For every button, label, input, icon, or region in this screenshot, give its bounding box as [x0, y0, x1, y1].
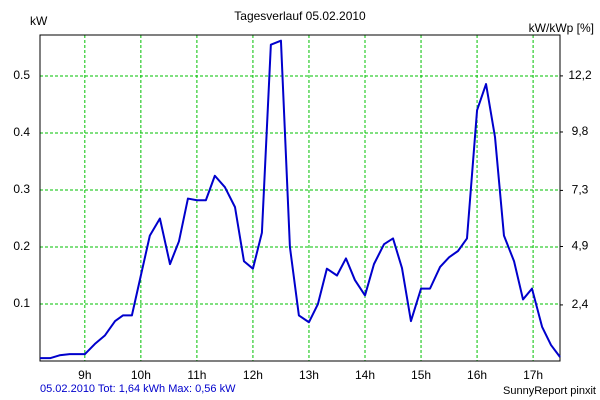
y2-tick-label: 12,2 [568, 68, 592, 82]
x-tick-label: 11h [187, 368, 206, 382]
y2-axis-label: kW/kWp [%] [529, 21, 594, 35]
y2-tick-label: 2,4 [572, 297, 589, 311]
x-tick-label: 16h [467, 368, 487, 382]
y-tick-label: 0.5 [13, 68, 30, 82]
x-tick-label: 12h [243, 368, 263, 382]
footer-credit: SunnyReport pinxit [503, 385, 596, 397]
plot-border [39, 34, 561, 362]
y-tick-label: 0.3 [13, 182, 30, 196]
y-tick-label: 0.1 [13, 296, 30, 310]
x-tick-label: 15h [411, 368, 431, 382]
x-tick-label: 14h [355, 368, 375, 382]
footer-summary: 05.02.2010 Tot: 1,64 kWh Max: 0,56 kW [40, 383, 236, 395]
x-tick-label: 17h [523, 368, 543, 382]
data-line [40, 39, 561, 360]
x-tick-label: 9h [78, 368, 91, 382]
y-tick-label: 0.4 [13, 125, 30, 139]
y2-tick-label: 9,8 [572, 124, 589, 138]
y2-tick-label: 4,9 [572, 239, 589, 253]
x-tick-label: 10h [131, 368, 151, 382]
x-tick-label: 13h [299, 368, 319, 382]
y2-tick-label: 7,3 [572, 183, 589, 197]
y-tick-label: 0.2 [13, 239, 30, 253]
y-axis-label: kW [30, 14, 48, 28]
chart-title: Tagesverlauf 05.02.2010 [234, 9, 366, 23]
